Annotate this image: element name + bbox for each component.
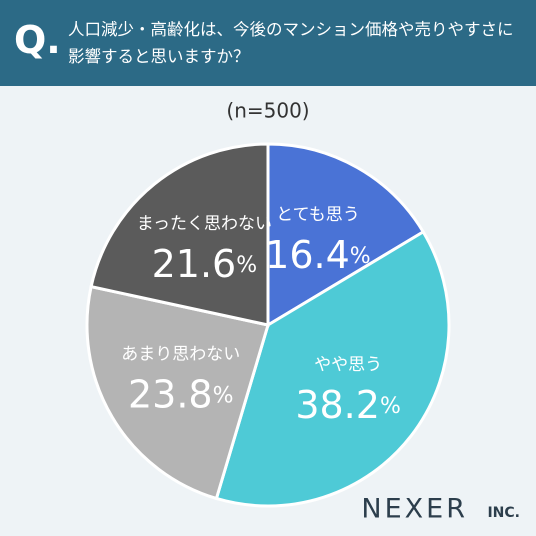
value-label: 38.2% (295, 383, 401, 427)
header: Q. 人口減少・高齢化は、今後のマンション価格や売りやすさに影響すると思いますか… (0, 0, 536, 86)
slice-label: とても思う (276, 205, 360, 225)
value-label: 21.6% (152, 242, 258, 286)
brand-suffix: INC. (487, 505, 520, 521)
slice-label: まったく思わない (137, 214, 272, 234)
value-label: 16.4% (265, 232, 371, 276)
pie-slice (89, 142, 270, 327)
pie-slice (85, 284, 270, 501)
value-label: 23.8% (128, 372, 234, 416)
question-mark: Q. (14, 18, 61, 62)
pie-slice (214, 229, 451, 508)
chart-title: 人口減少・高齢化は、今後のマンション価格や売りやすさに影響すると思いますか？ (68, 20, 514, 66)
brand: NEXER (361, 494, 468, 525)
slice-label: あまり思わない (121, 345, 240, 365)
pie-slice (266, 142, 426, 328)
slice-label: やや思う (314, 355, 382, 375)
subtitle: (n=500) (226, 99, 309, 123)
